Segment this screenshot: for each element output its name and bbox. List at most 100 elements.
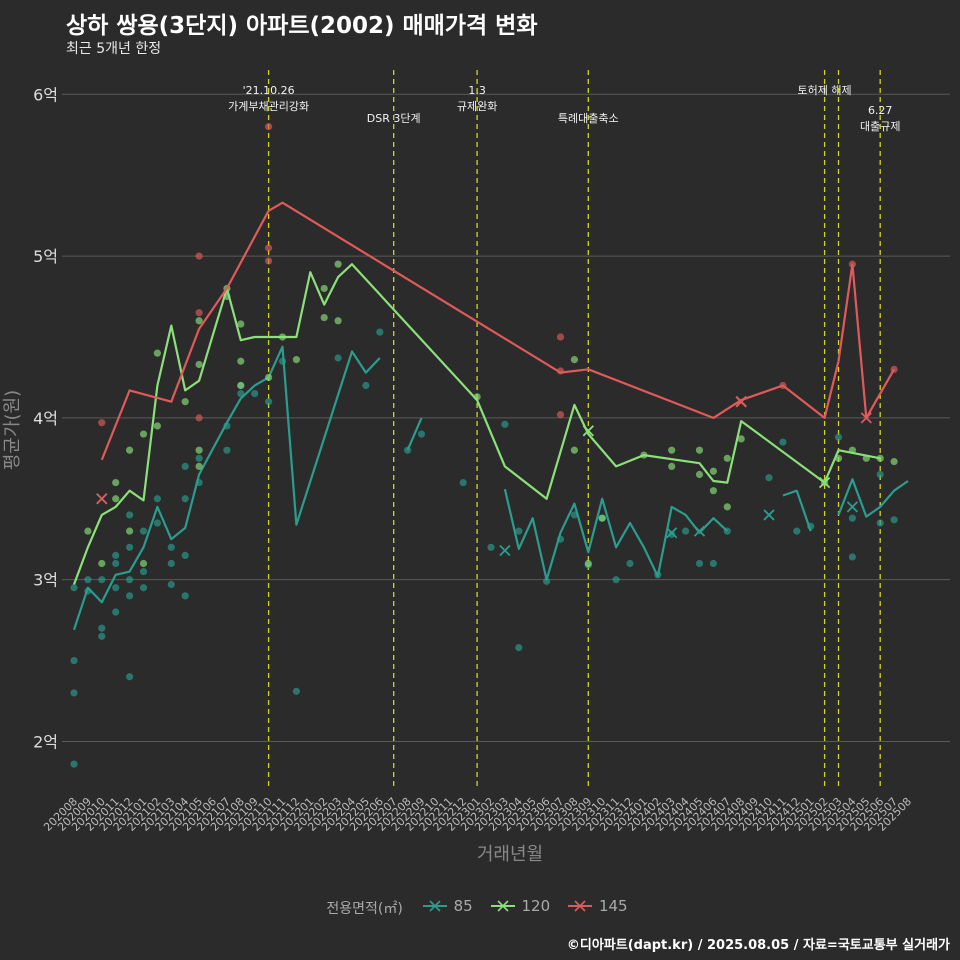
data-point-145 xyxy=(98,419,106,427)
data-point-120 xyxy=(334,260,342,268)
event-label: 6.27 대출규제 xyxy=(860,104,900,133)
data-point-85 xyxy=(98,632,106,640)
y-axis-ticks: 2억 3억 4억 5억 6억 xyxy=(33,85,58,751)
data-point-85 xyxy=(668,530,676,538)
data-point-85 xyxy=(112,584,120,592)
data-point-85 xyxy=(265,398,273,406)
data-point-85 xyxy=(695,559,704,568)
data-point-120 xyxy=(876,454,884,462)
y-tick-label: 3억 xyxy=(33,571,58,590)
legend-item-145: 145 xyxy=(567,897,628,915)
data-point-120 xyxy=(320,284,328,293)
series-85 xyxy=(70,328,909,768)
y-axis-label: 평균가(원) xyxy=(2,390,23,470)
data-point-85 xyxy=(459,478,467,487)
data-point-85 xyxy=(417,430,426,438)
series-layer xyxy=(70,123,909,768)
cross-marker-85 xyxy=(763,509,775,521)
data-point-145 xyxy=(195,414,203,422)
data-point-85 xyxy=(126,576,134,584)
data-point-120 xyxy=(723,503,731,511)
data-point-85 xyxy=(167,559,175,568)
data-point-120 xyxy=(237,381,245,390)
data-point-85 xyxy=(251,389,259,398)
data-point-85 xyxy=(292,687,300,695)
data-point-85 xyxy=(515,527,523,535)
data-point-85 xyxy=(126,543,134,551)
data-point-145 xyxy=(195,252,203,260)
data-point-120 xyxy=(98,559,106,568)
data-point-120 xyxy=(668,446,676,454)
source-caption: ©디아파트(dapt.kr) / 2025.08.05 / 자료=국토교통부 실… xyxy=(566,938,950,953)
cross-marker-85 xyxy=(499,544,511,557)
data-point-120 xyxy=(181,398,189,406)
data-point-85 xyxy=(126,592,134,600)
data-point-85 xyxy=(98,624,106,632)
data-point-85 xyxy=(834,433,843,441)
legend-item-85: 85 xyxy=(422,897,473,915)
data-point-85 xyxy=(848,553,857,561)
gridlines xyxy=(62,93,950,742)
cross-marker-120 xyxy=(582,425,594,437)
data-point-85 xyxy=(876,470,884,479)
data-point-120 xyxy=(153,349,161,357)
data-point-85 xyxy=(612,576,620,584)
data-point-145 xyxy=(195,309,203,317)
data-point-85 xyxy=(139,527,148,535)
data-point-120 xyxy=(195,446,203,454)
data-point-120 xyxy=(723,454,731,462)
cross-marker-145 xyxy=(860,412,872,424)
data-point-120 xyxy=(890,457,898,466)
data-point-85 xyxy=(139,584,148,592)
data-point-120 xyxy=(237,320,245,328)
data-point-120 xyxy=(320,313,328,322)
data-point-120 xyxy=(334,317,342,325)
legend-label-120: 120 xyxy=(521,897,551,915)
data-point-120 xyxy=(139,559,148,568)
data-point-120 xyxy=(126,446,134,454)
data-point-145 xyxy=(265,244,273,252)
data-point-85 xyxy=(84,576,92,584)
series-line-85 xyxy=(837,478,909,518)
data-point-85 xyxy=(682,527,690,535)
legend-swatch-85 xyxy=(422,900,447,912)
data-point-120 xyxy=(709,487,718,495)
data-point-120 xyxy=(265,373,273,382)
data-point-85 xyxy=(112,608,120,616)
data-point-85 xyxy=(626,559,634,568)
data-point-85 xyxy=(167,543,175,551)
data-point-85 xyxy=(126,673,134,681)
data-point-85 xyxy=(765,474,773,482)
data-point-85 xyxy=(98,576,106,584)
data-point-85 xyxy=(167,580,175,589)
data-point-120 xyxy=(598,514,606,522)
data-point-120 xyxy=(292,356,300,364)
data-point-85 xyxy=(70,689,78,697)
data-point-120 xyxy=(84,527,92,535)
data-point-85 xyxy=(70,760,78,768)
event-label: 1.3 규제완화 xyxy=(457,84,497,113)
data-point-120 xyxy=(668,462,676,471)
data-point-85 xyxy=(70,656,78,665)
data-point-145 xyxy=(556,411,565,419)
legend-label-85: 85 xyxy=(453,897,473,915)
x-axis-label: 거래년월 xyxy=(477,844,543,865)
data-point-85 xyxy=(112,559,120,568)
data-point-145 xyxy=(265,123,273,131)
data-point-85 xyxy=(112,551,120,559)
data-point-120 xyxy=(695,470,704,479)
legend: 전용면적(㎡) 85 120 145 xyxy=(0,897,960,918)
data-point-85 xyxy=(153,495,161,503)
legend-title: 전용면적(㎡) xyxy=(326,901,403,917)
data-point-85 xyxy=(709,559,718,568)
cross-marker-85 xyxy=(693,525,706,537)
data-point-85 xyxy=(793,527,801,535)
data-point-85 xyxy=(126,511,134,519)
series-line-85 xyxy=(782,489,812,532)
data-point-85 xyxy=(70,584,78,592)
data-point-120 xyxy=(153,422,161,430)
data-point-85 xyxy=(848,514,857,522)
data-point-85 xyxy=(876,519,884,527)
data-point-85 xyxy=(181,592,189,600)
